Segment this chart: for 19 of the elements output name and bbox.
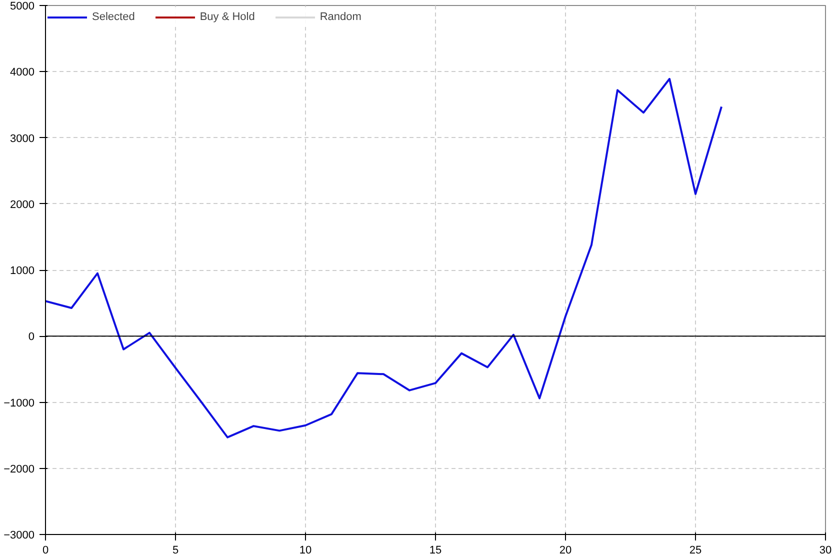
x-tick-label: 20 xyxy=(559,544,572,556)
x-tick-label: 25 xyxy=(689,544,702,556)
y-tick-label: 0 xyxy=(28,331,35,344)
x-tick-label: 10 xyxy=(299,544,312,556)
legend-label: Random xyxy=(320,11,362,23)
y-tick-label: 4000 xyxy=(10,66,35,79)
legend-label: Selected xyxy=(92,11,135,23)
y-tick-label: 2000 xyxy=(10,198,35,211)
x-tick-label: 30 xyxy=(819,544,832,556)
x-tick-label: 15 xyxy=(429,544,442,556)
y-tick-label: −2000 xyxy=(4,463,35,476)
y-tick-label: 1000 xyxy=(10,265,35,277)
legend-label: Buy & Hold xyxy=(200,11,255,23)
y-tick-label: −3000 xyxy=(4,530,35,542)
y-tick-label: 5000 xyxy=(10,0,35,12)
y-tick-label: −1000 xyxy=(4,397,35,410)
x-tick-label: 5 xyxy=(172,544,179,556)
x-tick-label: 0 xyxy=(42,544,49,556)
y-tick-label: 3000 xyxy=(10,132,35,145)
